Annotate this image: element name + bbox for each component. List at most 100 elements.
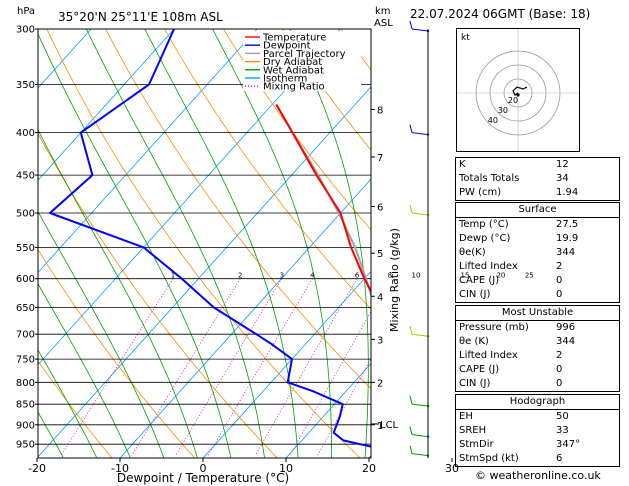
mixing-ratio-line xyxy=(175,278,283,456)
hodograph-ring-label: 20 xyxy=(508,96,518,105)
pressure-tick-label: 900 xyxy=(16,420,35,431)
most-unstable-row: Pressure (mb) 996 xyxy=(456,321,619,335)
storm-motion-marker xyxy=(516,93,520,97)
hodograph-ring-label: 40 xyxy=(488,116,498,125)
wind-barb xyxy=(411,403,429,407)
surface-label: Lifted Index xyxy=(459,261,518,272)
surface-value: 19.9 xyxy=(556,233,579,244)
most-unstable-label: Pressure (mb) xyxy=(459,322,529,333)
index-row: PW (cm) 1.94 xyxy=(456,186,619,200)
temperature-tick-label: 0 xyxy=(200,462,207,475)
km-tick-label: 2 xyxy=(377,378,383,389)
most-unstable-label: CIN (J) xyxy=(459,378,491,389)
dry-adiabat-line xyxy=(164,29,371,310)
pressure-tick-label: 950 xyxy=(16,440,35,451)
surface-value: 0 xyxy=(556,289,563,300)
surface-label: Temp (°C) xyxy=(459,219,509,230)
mixing-ratio-label: 25 xyxy=(525,272,534,280)
wet-adiabat-line xyxy=(289,29,369,458)
dry-adiabat-line xyxy=(105,29,371,390)
isotherm-line xyxy=(285,362,371,458)
mixing-ratio-label: 1 xyxy=(171,272,175,280)
pressure-tick-label: 850 xyxy=(16,400,35,411)
surface-value: 27.5 xyxy=(556,219,579,230)
wet-adiabat-line xyxy=(38,283,131,458)
dewpoint-line xyxy=(49,29,371,448)
plot-frame xyxy=(37,28,372,459)
legend-label: Temperature xyxy=(262,33,326,44)
mixing-ratio-label: 20 xyxy=(496,272,505,280)
hodograph-stat-row: StmSpd (kt) 6 xyxy=(456,452,619,466)
plot-background-lines xyxy=(38,29,371,458)
wet-adiabat-line xyxy=(144,29,299,458)
wet-adiabat-line xyxy=(38,349,97,458)
dry-adiabat-line xyxy=(38,132,278,458)
y-axis-label: Mixing Ratio (g/kg) xyxy=(388,228,401,332)
pressure-tick-label: 450 xyxy=(16,171,35,182)
pressure-tick-label: 400 xyxy=(16,128,35,139)
surface-label: θe(K) xyxy=(459,247,486,258)
pressure-tick-label: 700 xyxy=(16,330,35,341)
hodograph-stat-label: SREH xyxy=(459,425,487,436)
hodograph-panel: kt 40 30 20 xyxy=(456,28,580,152)
hodograph-unit-label: kt xyxy=(461,33,470,43)
copyright-footer[interactable]: © weatheronline.co.uk xyxy=(475,469,601,482)
temperature-line xyxy=(275,104,371,294)
isotherm-line xyxy=(202,270,371,458)
surface-row: Dewp (°C) 19.9 xyxy=(456,232,619,246)
wet-adiabat-line xyxy=(86,29,265,458)
index-value: 12 xyxy=(556,159,569,170)
hodograph-stat-row: StmDir 347° xyxy=(456,438,619,452)
wind-barb xyxy=(411,28,429,32)
pressure-tick-label: 300 xyxy=(16,25,35,36)
wet-adiabat-line xyxy=(212,29,333,458)
isotherm-line xyxy=(38,29,92,89)
dry-adiabat-line xyxy=(223,29,371,231)
surface-value: 2 xyxy=(556,261,563,272)
dry-adiabat-line xyxy=(38,360,113,458)
mixing-ratio-line xyxy=(289,310,371,456)
most-unstable-value: 2 xyxy=(556,350,563,361)
wind-barb-flag xyxy=(409,396,413,405)
pressure-tick-label: 600 xyxy=(16,274,35,285)
surface-row: CAPE (J) 0 xyxy=(456,274,619,288)
surface-label: Dewp (°C) xyxy=(459,233,511,244)
wet-adiabat-line xyxy=(38,32,232,458)
wind-barb-flag xyxy=(409,124,413,133)
mixing-ratio-line xyxy=(207,278,313,456)
wind-barb-flag xyxy=(409,204,413,214)
pressure-tick-label: 350 xyxy=(16,80,35,91)
wind-barb xyxy=(411,212,429,216)
mixing-ratio-label: 3 xyxy=(280,272,284,280)
most-unstable-value: 344 xyxy=(556,336,576,347)
legend-label: Dry Adiabat xyxy=(263,57,322,68)
pressure-unit-label: hPa xyxy=(17,6,35,17)
most-unstable-value: 0 xyxy=(556,378,563,389)
km-tick-label: 6 xyxy=(377,203,383,214)
surface-title: Surface xyxy=(456,203,619,218)
surface-label: CAPE (J) xyxy=(459,275,500,286)
isotherm-line xyxy=(38,29,175,181)
most-unstable-box: Most Unstable Pressure (mb) 996 θe (K) 344 L… xyxy=(455,305,620,392)
index-value: 1.94 xyxy=(556,187,579,198)
index-label: PW (cm) xyxy=(459,187,502,198)
legend-background xyxy=(243,31,361,91)
km-tick-label: 7 xyxy=(377,153,383,164)
hodograph-box: Hodograph EH 50 SREH 33 StmDir 347° StmSpd (kt… xyxy=(455,394,620,467)
wind-barbs xyxy=(409,20,430,458)
pressure-tick-label: 650 xyxy=(16,303,35,314)
km-tick-label: 5 xyxy=(377,249,383,260)
hodograph-stat-row: EH 50 xyxy=(456,410,619,424)
temperature-tick-label: -20 xyxy=(28,462,46,475)
legend-label: Parcel Trajectory xyxy=(263,49,346,60)
wind-barb xyxy=(411,132,429,136)
hodograph-stat-value: 347° xyxy=(556,439,581,450)
pressure-tick-label: 800 xyxy=(16,378,35,389)
mixing-ratio-line xyxy=(60,278,174,456)
mixing-ratio-line xyxy=(254,278,358,456)
surface-box: Surface Temp (°C) 27.5 Dewp (°C) 19.9 θe(K) 3… xyxy=(455,202,620,303)
wind-barb xyxy=(411,453,429,457)
km-tick-label: 1 xyxy=(377,421,383,432)
